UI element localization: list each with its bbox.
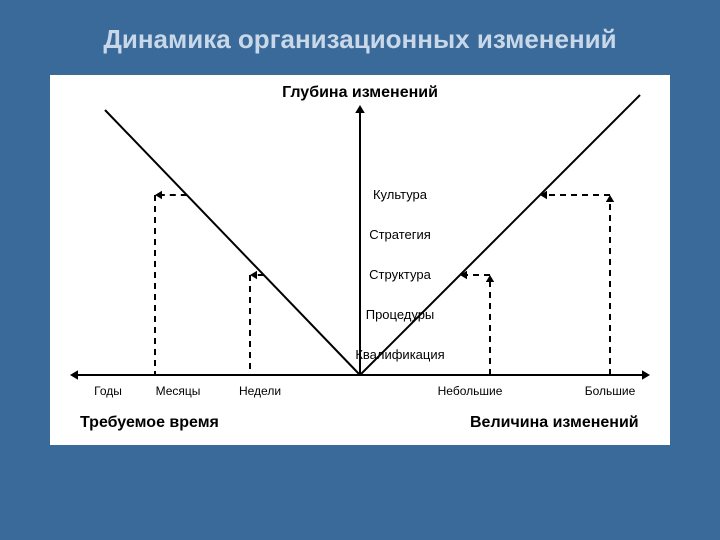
level-label-3: Стратегия [369, 227, 431, 242]
level-label-0: Квалификация [355, 347, 444, 362]
level-label-2: Структура [369, 267, 431, 282]
diagram-svg: Квалификация Процедуры Структура Стратегия К… [50, 75, 670, 445]
diag-left [105, 110, 360, 375]
xtick-right-1: Большие [585, 384, 636, 398]
axis-title-top: Глубина изменений [282, 84, 438, 101]
arrowhead [155, 191, 162, 199]
arrowhead [606, 195, 614, 202]
level-label-4: Культура [373, 187, 428, 202]
xtick-left-2: Недели [239, 384, 281, 398]
xtick-left-1: Месяцы [156, 384, 201, 398]
arrowhead [70, 370, 78, 380]
xtick-right-0: Небольшие [438, 384, 503, 398]
arrowhead [250, 271, 257, 279]
level-label-1: Процедуры [366, 307, 435, 322]
diagram-container: Квалификация Процедуры Структура Стратегия К… [50, 75, 670, 445]
axis-title-left: Требуемое время [80, 414, 219, 431]
arrowhead [486, 275, 494, 282]
xtick-left-0: Годы [94, 384, 122, 398]
slide-title: Динамика организационных изменений [0, 0, 720, 75]
arrowhead [642, 370, 650, 380]
arrowhead [355, 105, 365, 113]
axis-title-right: Величина изменений [470, 414, 639, 431]
